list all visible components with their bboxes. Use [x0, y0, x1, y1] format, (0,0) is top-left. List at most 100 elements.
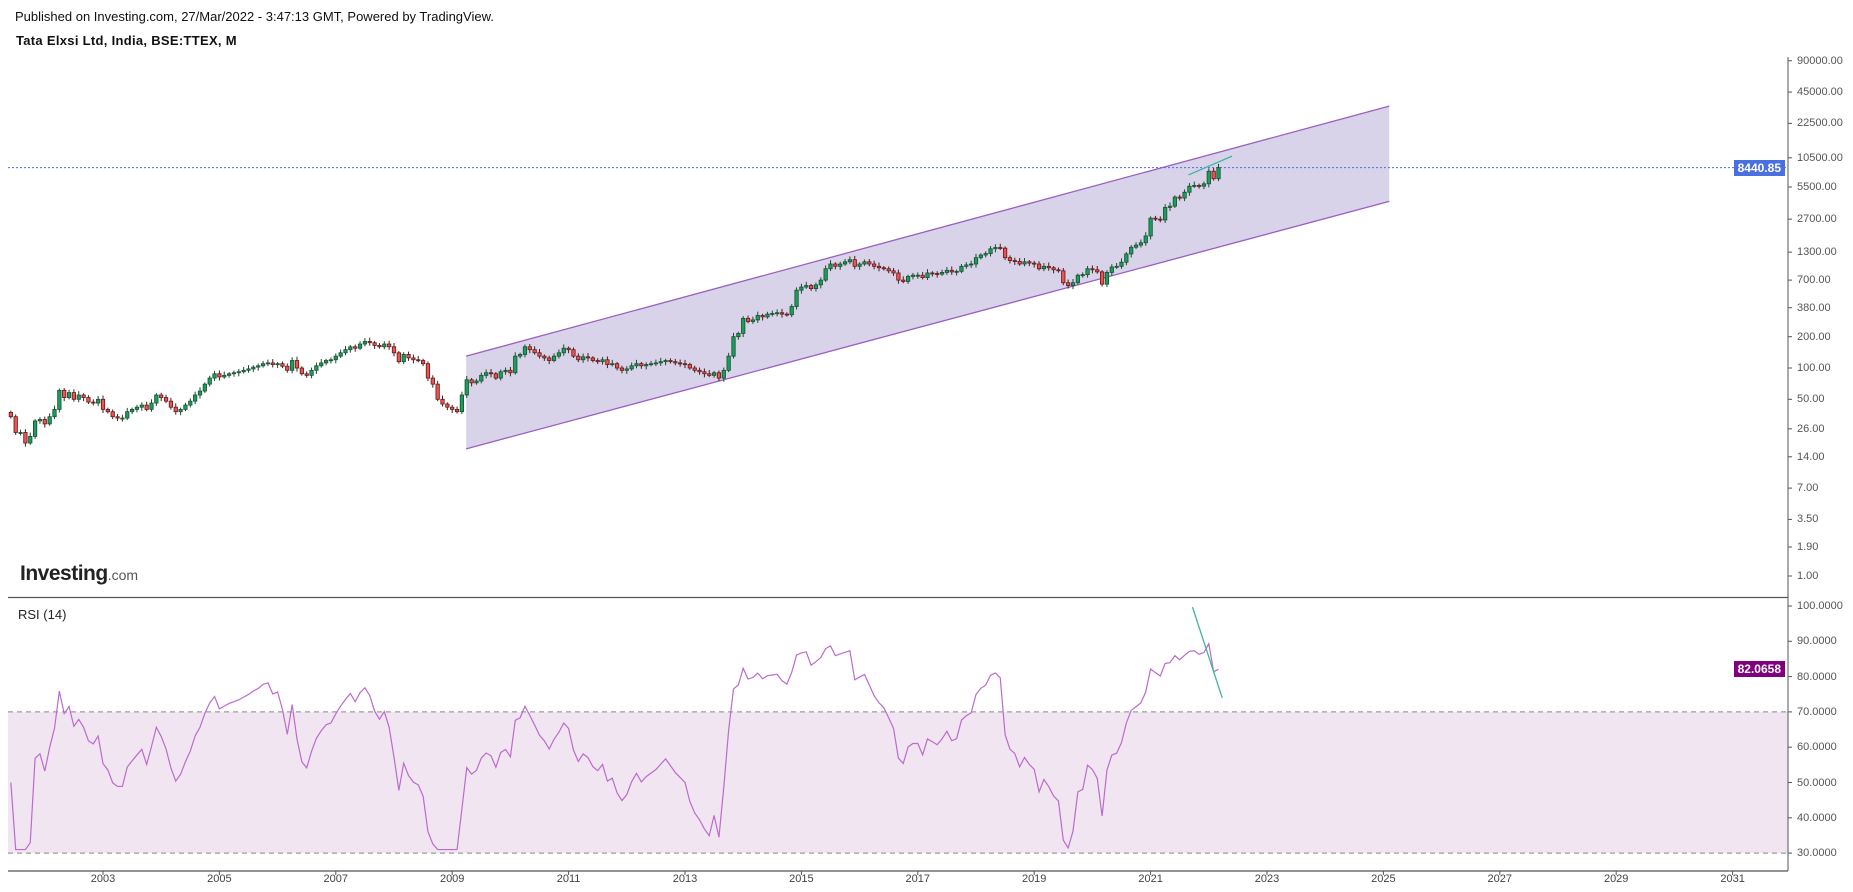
candle [493, 372, 498, 380]
candle [275, 361, 280, 369]
candle [518, 352, 523, 359]
candle [605, 356, 610, 369]
candle-body [367, 341, 372, 344]
candle-body [484, 372, 489, 376]
candle [202, 382, 207, 393]
candle-body [1177, 196, 1182, 199]
candle-body [319, 362, 324, 367]
year-label: 2029 [1603, 873, 1629, 885]
price-tick-label: 45000.00 [1797, 86, 1843, 99]
candle [1158, 216, 1163, 223]
candle [925, 269, 930, 281]
candle-body [1032, 262, 1037, 265]
candle [551, 353, 557, 363]
candle [474, 378, 479, 385]
candle-body [353, 346, 358, 349]
candle-body [1124, 253, 1129, 263]
candle-body [779, 312, 785, 315]
candle [949, 266, 954, 275]
candle-body [852, 259, 857, 267]
candle [391, 342, 397, 357]
candle [1138, 239, 1143, 248]
candle [105, 407, 110, 414]
candle-body [605, 359, 610, 365]
candle [988, 246, 993, 257]
candle [304, 371, 309, 378]
candle-body [1007, 257, 1013, 261]
candle-body [469, 379, 474, 384]
candle-body [445, 403, 450, 408]
price-tick-label: 1.90 [1797, 541, 1819, 553]
candle [144, 401, 149, 412]
candle [862, 259, 867, 266]
candle-body [1172, 196, 1177, 207]
candle [217, 370, 222, 381]
candle [658, 357, 663, 366]
candle [100, 395, 106, 413]
candle [779, 308, 785, 318]
candle-body [459, 394, 465, 413]
candle-body [425, 363, 431, 379]
candle-body [551, 355, 557, 361]
candle [561, 344, 566, 356]
candle-body [993, 247, 998, 250]
candle [789, 304, 794, 318]
candle-body [658, 361, 663, 364]
candle-body [1133, 244, 1139, 248]
candle [125, 407, 130, 420]
candle [513, 352, 518, 375]
candle-body [508, 369, 513, 374]
candle-body [1027, 261, 1032, 264]
price-tick-label: 14.00 [1797, 450, 1825, 463]
candle [440, 395, 445, 407]
candle [149, 399, 154, 412]
candle-body [357, 343, 363, 349]
candle-body [954, 270, 959, 273]
candle [673, 358, 678, 366]
candle-body [178, 408, 183, 413]
candle [115, 413, 120, 422]
candle-body [348, 346, 353, 351]
price-tick-label: 3.50 [1797, 513, 1819, 526]
candle-body [615, 363, 620, 369]
candle-body [76, 394, 81, 400]
candle-body [949, 269, 954, 273]
last-price-badge: 8440.85 [1733, 159, 1785, 176]
candle [969, 260, 974, 268]
candle-body [930, 272, 935, 275]
price-tick-label: 90000.00 [1797, 54, 1843, 67]
candle [163, 394, 169, 403]
candle [993, 244, 998, 253]
candle [1046, 262, 1051, 271]
candle [906, 274, 911, 284]
candle-body [1129, 246, 1134, 255]
candle-body [299, 367, 304, 375]
candle [629, 362, 634, 371]
candle [420, 358, 426, 367]
channel-lower-line [465, 200, 1390, 450]
rsi-tick-label: 50.0000 [1797, 776, 1837, 789]
candle [285, 363, 290, 373]
candle-body [1036, 263, 1042, 270]
candle-body [275, 363, 280, 366]
candle-body [430, 377, 435, 385]
candle [33, 419, 38, 439]
candle [1163, 204, 1168, 223]
candle [566, 346, 571, 354]
candle-body [154, 394, 159, 404]
year-label: 2023 [1254, 873, 1280, 885]
candle [547, 355, 552, 365]
candle [459, 391, 465, 415]
candle [328, 357, 334, 364]
candle [1022, 257, 1027, 267]
candle-body [23, 432, 28, 444]
candle-body [217, 373, 222, 378]
price-tick-label: 380.00 [1797, 301, 1831, 314]
chart-title: Tata Elxsi Ltd, India, BSE:TTEX, M [16, 33, 237, 48]
candle [692, 365, 697, 373]
candle-body [1109, 266, 1114, 273]
candle-body [129, 408, 135, 413]
candle [387, 340, 392, 350]
candle [314, 362, 319, 374]
